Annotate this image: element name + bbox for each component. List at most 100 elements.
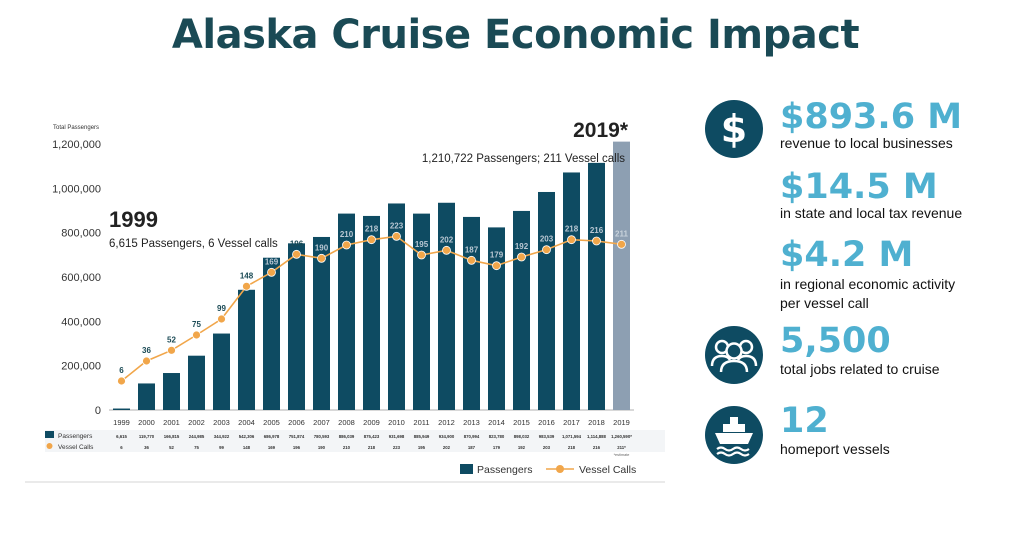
bar-passengers: [188, 355, 205, 410]
x-tick-label: 2005: [263, 418, 280, 427]
table-cell-passengers: 166,815: [164, 434, 180, 439]
bar-passengers: [238, 289, 255, 410]
x-tick-label: 2009: [363, 418, 380, 427]
point-vessel-calls: [167, 345, 176, 355]
x-tick-label: 2018: [588, 418, 605, 427]
table-cell-vessel-calls: 190: [318, 445, 326, 450]
table-cell-vessel-calls: 202: [443, 445, 451, 450]
table-cell-passengers: 751,874: [289, 434, 305, 439]
table-cell-passengers: 780,593: [314, 434, 330, 439]
people-icon: [705, 326, 763, 384]
data-label-vessel-calls: 187: [465, 245, 479, 254]
bar-passengers: [138, 383, 155, 410]
point-vessel-calls: [392, 231, 401, 241]
table-row-label: Vessel Calls: [58, 444, 94, 451]
stat-value: $14.5 M: [780, 167, 938, 207]
table-cell-vessel-calls: 169: [268, 445, 276, 450]
x-tick-label: 2019: [613, 418, 630, 427]
table-cell-passengers: 1,071,594: [562, 434, 582, 439]
annotation-1999-text: 6,615 Passengers, 6 Vessel calls: [109, 238, 278, 250]
stat-description: revenue to local businesses: [780, 135, 953, 151]
x-tick-label: 2002: [188, 418, 205, 427]
table-cell-passengers: 885,949: [414, 434, 430, 439]
bar-passengers: [438, 202, 455, 410]
table-cell-vessel-calls: 218: [568, 445, 576, 450]
x-tick-label: 2011: [413, 418, 429, 427]
table-swatch-passengers: [45, 431, 54, 438]
table-cell-passengers: 934,900: [439, 434, 455, 439]
y-tick-label: 1,000,000: [52, 183, 101, 195]
x-tick-label: 2012: [438, 418, 455, 427]
data-label-vessel-calls: 99: [217, 304, 226, 313]
bar-passengers: [388, 203, 405, 410]
table-swatch-vessel-calls: [46, 443, 53, 449]
data-label-vessel-calls: 202: [440, 235, 454, 244]
x-tick-label: 2015: [513, 418, 530, 427]
bar-passengers: [513, 210, 530, 410]
table-cell-vessel-calls: 6: [120, 445, 123, 450]
point-vessel-calls: [342, 240, 351, 250]
x-tick-label: 2017: [563, 418, 580, 427]
x-tick-label: 2016: [538, 418, 555, 427]
stat-value: 12: [780, 401, 829, 441]
table-cell-passengers: 870,994: [464, 434, 480, 439]
y-tick-label: 600,000: [61, 272, 101, 284]
x-tick-label: 2008: [338, 418, 355, 427]
bar-passengers: [113, 408, 130, 410]
legend-label-vessel-calls: Vessel Calls: [579, 464, 636, 476]
table-cell-passengers: 119,770: [139, 434, 155, 439]
data-label-vessel-calls: 192: [515, 242, 529, 251]
bar-passengers: [563, 172, 580, 410]
y-tick-label: 0: [95, 405, 101, 417]
stat-description: in state and local tax revenue: [780, 205, 963, 221]
data-label-vessel-calls: 216: [590, 226, 604, 235]
annotation-2019-text: 1,210,722 Passengers; 211 Vessel calls: [422, 153, 625, 165]
table-cell-vessel-calls: 223: [393, 445, 401, 450]
table-cell-passengers: 344,922: [214, 434, 230, 439]
page-title: Alaska Cruise Economic Impact: [171, 12, 860, 58]
data-label-vessel-calls: 210: [340, 230, 354, 239]
table-cell-passengers: 898,032: [514, 434, 530, 439]
dollar-icon: $: [705, 100, 763, 158]
table-cell-passengers: 6,615: [116, 434, 127, 439]
table-cell-passengers: 1,260,590*: [611, 434, 632, 439]
ship-icon: [705, 406, 763, 464]
table-cell-vessel-calls: 148: [243, 445, 251, 450]
point-vessel-calls: [592, 236, 601, 246]
passenger-vessel-chart: Total Passengers 0 200,000 400,000 600,000 80…: [25, 119, 665, 483]
data-label-vessel-calls: 52: [167, 335, 176, 344]
table-cell-passengers: 823,780: [489, 434, 505, 439]
data-label-vessel-calls: 179: [490, 251, 504, 260]
point-vessel-calls: [467, 255, 476, 265]
x-tick-label: 2006: [288, 418, 305, 427]
point-vessel-calls: [317, 253, 326, 263]
table-cell-vessel-calls: 36: [144, 445, 149, 450]
x-tick-label: 2013: [463, 418, 480, 427]
y-tick-label: 200,000: [61, 361, 101, 373]
bar-passengers: [363, 215, 380, 410]
table-cell-vessel-calls: 187: [468, 445, 476, 450]
bar-passengers: [263, 257, 280, 410]
data-label-vessel-calls: 203: [540, 235, 554, 244]
data-label-vessel-calls: 169: [265, 257, 279, 266]
data-label-vessel-calls: 75: [192, 320, 201, 329]
stat-value: 5,500: [780, 321, 891, 361]
y-tick-label: 400,000: [61, 316, 101, 328]
bar-passengers: [313, 236, 330, 410]
point-vessel-calls: [217, 314, 226, 324]
table-cell-vessel-calls: 195: [418, 445, 426, 450]
point-vessel-calls: [617, 239, 626, 249]
data-label-vessel-calls: 6: [119, 366, 124, 375]
table-cell-vessel-calls: 196: [293, 445, 301, 450]
x-tick-label: 2014: [488, 418, 505, 427]
bar-passengers: [213, 333, 230, 410]
data-label-vessel-calls: 218: [565, 225, 579, 234]
point-vessel-calls: [142, 356, 151, 366]
y-tick-label: 1,200,000: [52, 139, 101, 151]
bar-passengers: [163, 373, 180, 410]
table-cell-vessel-calls: 210: [343, 445, 351, 450]
legend-label-passengers: Passengers: [477, 464, 532, 476]
legend-swatch-passengers: [460, 464, 473, 474]
table-cell-passengers: 1,114,888: [587, 434, 606, 439]
bar-passengers: [338, 213, 355, 410]
